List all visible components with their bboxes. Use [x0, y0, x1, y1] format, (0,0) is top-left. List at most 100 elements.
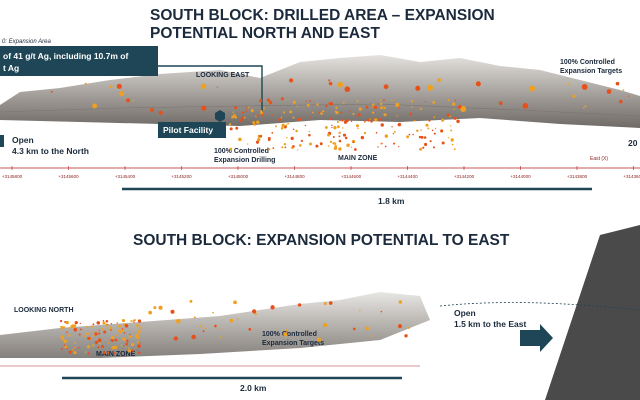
drill-dot — [66, 331, 68, 333]
drill-dot — [260, 111, 264, 115]
drill-dot — [108, 326, 113, 330]
drill-dot — [332, 142, 335, 145]
drill-dot — [234, 115, 237, 119]
drill-dot — [128, 335, 132, 339]
axis-label: +3144200 — [454, 174, 475, 179]
drill-dot — [344, 86, 351, 92]
drill-dot — [123, 331, 126, 334]
drill-dot — [412, 133, 414, 136]
drill-dot — [327, 145, 330, 147]
drilling-label: 100% Controlled — [214, 148, 269, 155]
axis-label: +3145800 — [2, 174, 23, 179]
drill-dot — [280, 126, 284, 130]
drill-dot — [404, 334, 408, 338]
drill-dot — [322, 110, 325, 113]
drill-dot — [271, 131, 274, 134]
drill-dot — [335, 106, 338, 110]
drill-dot — [332, 135, 335, 138]
drill-dot — [233, 300, 237, 305]
drill-dot — [615, 81, 620, 86]
drill-dot — [92, 323, 95, 326]
drill-dot — [329, 102, 334, 106]
drill-dot — [350, 146, 353, 148]
drill-dot — [243, 116, 246, 119]
drill-dot — [266, 98, 271, 102]
drill-dot — [380, 102, 383, 106]
drill-dot — [60, 326, 65, 330]
drill-dot — [191, 334, 196, 340]
drill-dot — [328, 102, 330, 105]
drill-dot — [78, 333, 81, 336]
drill-dot — [116, 322, 118, 324]
right-fragment: 20 — [628, 138, 638, 148]
drill-dot — [63, 339, 68, 344]
open-label: 4.3 km to the North — [12, 146, 89, 156]
drill-dot — [241, 111, 245, 115]
drill-dot — [367, 118, 371, 122]
drill-dot — [622, 89, 625, 91]
drill-dot — [365, 326, 370, 331]
drill-dot — [175, 318, 181, 324]
drill-dot — [426, 84, 434, 91]
drill-dot — [619, 99, 623, 104]
drill-dot — [397, 107, 400, 109]
drill-dot — [256, 120, 260, 124]
drill-dot — [234, 106, 238, 110]
drill-dot — [452, 102, 456, 106]
terrain-ridge — [0, 103, 640, 117]
drill-dot — [434, 127, 437, 130]
drill-dot — [309, 100, 311, 102]
drill-dot — [437, 78, 441, 82]
drill-dot — [375, 131, 378, 134]
dotted-path — [439, 302, 640, 311]
drill-dot — [283, 332, 288, 337]
drill-dot — [392, 133, 395, 135]
view-label: LOOKING NORTH — [14, 307, 74, 314]
drill-dot — [328, 301, 333, 305]
drill-dot — [96, 321, 101, 325]
drill-dot — [136, 349, 139, 351]
drill-dot — [247, 143, 249, 145]
drill-dot — [429, 140, 432, 143]
drill-dot — [371, 335, 373, 337]
zone-label: MAIN ZONE — [338, 155, 378, 162]
drill-dot — [379, 99, 382, 102]
drill-dot — [259, 99, 263, 103]
drill-dot — [229, 127, 233, 131]
axis-label: +3144600 — [341, 174, 362, 179]
drill-dot — [338, 147, 342, 151]
drill-dot — [416, 129, 419, 132]
drill-dot — [109, 85, 113, 89]
scale-label: 1.8 km — [378, 196, 405, 206]
drill-dot — [86, 332, 89, 336]
drill-dot — [148, 310, 153, 315]
drill-dot — [415, 85, 421, 91]
drill-dot — [371, 106, 374, 108]
drill-dot — [342, 101, 345, 104]
drill-dot — [396, 115, 398, 117]
axis-label: +3145000 — [228, 174, 249, 179]
open-label: Open — [454, 308, 476, 318]
drill-dot — [287, 122, 290, 125]
drill-dot — [297, 303, 302, 307]
drill-dot — [92, 103, 98, 109]
drill-dot — [453, 116, 457, 120]
drill-dot — [117, 329, 120, 332]
drill-dot — [407, 327, 410, 329]
drill-dot — [127, 349, 132, 353]
drill-dot — [384, 134, 389, 138]
drill-dot — [329, 117, 333, 121]
drill-dot — [316, 103, 319, 106]
drill-dot — [61, 337, 65, 341]
drill-dot — [101, 345, 105, 348]
east-arrow — [520, 324, 553, 352]
drill-dot — [372, 111, 375, 114]
drill-dot — [199, 325, 202, 328]
drill-dot — [360, 135, 365, 140]
drill-dot — [410, 100, 414, 103]
drill-dot — [409, 112, 413, 116]
drill-dot — [352, 327, 356, 331]
drill-dot — [433, 132, 436, 135]
drill-dot — [284, 146, 287, 149]
drill-dot — [323, 322, 328, 328]
